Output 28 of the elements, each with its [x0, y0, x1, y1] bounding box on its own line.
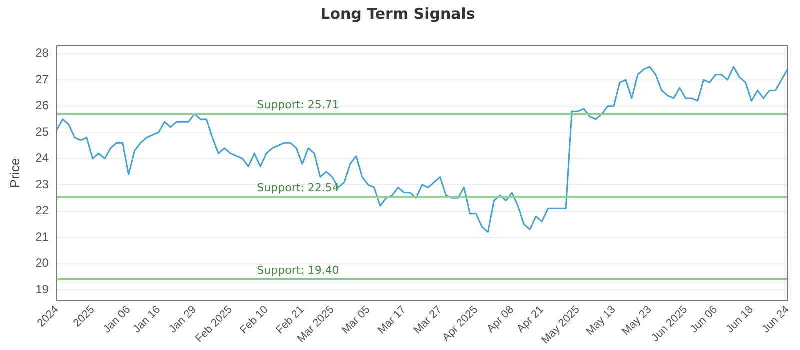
chart-title: Long Term Signals	[320, 4, 476, 23]
x-tick-label: Apr 08	[485, 304, 516, 336]
y-tick-label: 24	[36, 151, 50, 166]
y-tick-label: 20	[36, 256, 50, 270]
x-tick-label: Mar 05	[340, 304, 373, 337]
y-tick-label: 23	[36, 177, 50, 192]
x-tick-label: Mar 27	[412, 304, 445, 337]
ref-line-label: Support: 19.40	[257, 264, 340, 277]
x-tick-label: May 23	[620, 304, 654, 338]
y-tick-label: 28	[36, 46, 50, 60]
ref-line-label: Support: 25.71	[257, 98, 340, 112]
x-tick-label: Apr 21	[514, 304, 546, 336]
x-tick-label: Jan 16	[131, 304, 164, 336]
x-tick-label: Mar 17	[376, 304, 409, 337]
x-tick-label: Feb 10	[238, 304, 271, 337]
x-tick-label: Jun 06	[688, 304, 720, 336]
y-tick-label: 27	[36, 72, 50, 86]
y-tick-label: 22	[36, 204, 50, 218]
y-tick-label: 19	[36, 282, 50, 296]
y-axis-title: Price	[7, 158, 22, 188]
y-tick-label: 21	[36, 230, 50, 244]
y-tick-label: 26	[36, 98, 50, 113]
x-tick-label: Jun 24	[760, 304, 792, 336]
x-tick-label: May 13	[584, 304, 618, 338]
x-tick-label: Jan 06	[101, 304, 134, 336]
x-tick-label: Jun 18	[724, 304, 756, 336]
y-tick-label: 25	[36, 124, 50, 139]
ref-line-label: Support: 22.54	[257, 181, 340, 194]
